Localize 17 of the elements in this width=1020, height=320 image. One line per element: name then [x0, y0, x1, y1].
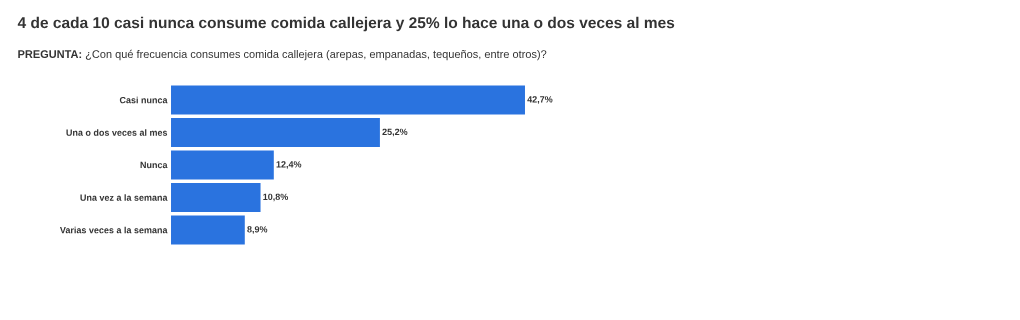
- y-tick-label: Nunca: [140, 161, 168, 169]
- bar: [171, 182, 261, 212]
- y-tick-label: Una vez a la semana: [80, 194, 168, 201]
- chart-subtitle: PREGUNTA: ¿Con qué frecuencia consumes comida callejera (arepas, empanadas, tequeños, entre otros)?: [18, 49, 547, 61]
- bar: [171, 85, 525, 115]
- bar: [171, 150, 274, 180]
- data-label: 8,9%: [247, 226, 268, 234]
- data-label: 42,7%: [527, 96, 553, 104]
- y-tick-label: Varias veces a la semana: [59, 226, 168, 234]
- data-label: 10,8%: [263, 193, 289, 202]
- data-label: 12,4%: [276, 161, 302, 169]
- y-tick-label: Casi nunca: [119, 96, 168, 104]
- bar: [171, 215, 245, 245]
- chart-title: 4 de cada 10 casi nunca consume comida callejera y 25% lo hace una o dos veces al mes: [17, 16, 675, 32]
- data-label: 25,2%: [382, 128, 408, 137]
- bar: [171, 118, 380, 147]
- y-tick-label: Una o dos veces al mes: [66, 129, 168, 136]
